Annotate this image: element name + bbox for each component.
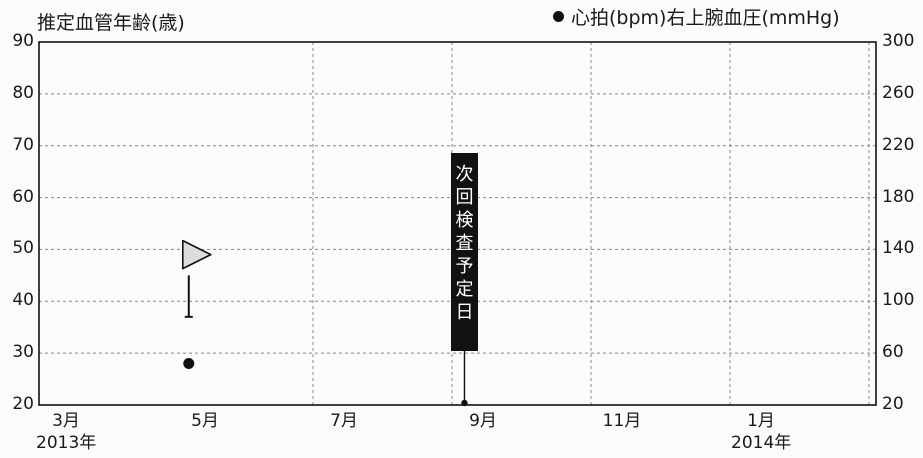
x-tick-label: 1月 bbox=[747, 411, 775, 431]
right-tick-label: 20 bbox=[882, 394, 904, 414]
x-tick-label: 7月 bbox=[330, 411, 358, 431]
annotation-foot-dot bbox=[461, 399, 468, 407]
right-tick-label: 300 bbox=[882, 31, 915, 51]
next-exam-marker-char: 予 bbox=[455, 256, 474, 277]
next-exam-marker: 次回検査予定日 bbox=[450, 153, 478, 351]
x-tick-year-label: 2014年 bbox=[731, 433, 792, 453]
right-tick-label: 220 bbox=[882, 134, 915, 155]
right-tick-label: 140 bbox=[882, 238, 915, 259]
left-tick-label: 40 bbox=[12, 290, 34, 311]
left-tick-label: 70 bbox=[12, 134, 34, 155]
right-axis-title: 心拍(bpm)右上腕血圧(mmHg) bbox=[553, 9, 840, 28]
next-exam-marker-char: 検 bbox=[455, 210, 474, 231]
next-exam-marker-char: 日 bbox=[455, 302, 474, 323]
next-exam-marker-char: 回 bbox=[455, 187, 474, 208]
triangle-point bbox=[181, 239, 212, 270]
next-exam-marker-char: 査 bbox=[455, 233, 474, 254]
next-exam-marker-char: 次 bbox=[455, 164, 474, 185]
left-tick-label: 30 bbox=[12, 342, 34, 363]
right-tick-label: 60 bbox=[882, 342, 904, 363]
left-tick-label: 80 bbox=[12, 82, 34, 103]
x-tick-year-label: 2013年 bbox=[36, 433, 97, 453]
x-tick-label: 5月 bbox=[191, 411, 219, 431]
left-tick-label: 90 bbox=[12, 31, 34, 51]
next-exam-marker-char: 定 bbox=[455, 279, 474, 300]
right-tick-label: 180 bbox=[882, 186, 915, 207]
left-tick-label: 60 bbox=[12, 186, 34, 207]
left-tick-label: 50 bbox=[12, 238, 34, 259]
x-tick-label: 11月 bbox=[602, 411, 642, 431]
right-tick-label: 260 bbox=[882, 82, 915, 103]
dot-point bbox=[183, 358, 195, 370]
right-axis-title-text: 心拍(bpm)右上腕血圧(mmHg) bbox=[571, 7, 840, 29]
right-tick-label: 100 bbox=[882, 290, 915, 311]
plot-frame bbox=[38, 41, 877, 406]
legend-dot-icon bbox=[553, 11, 564, 22]
left-tick-label: 20 bbox=[12, 394, 34, 414]
x-tick-label: 9月 bbox=[469, 411, 497, 431]
left-axis-title: 推定血管年齢(歳) bbox=[37, 12, 185, 34]
x-tick-label: 3月 bbox=[52, 411, 80, 431]
